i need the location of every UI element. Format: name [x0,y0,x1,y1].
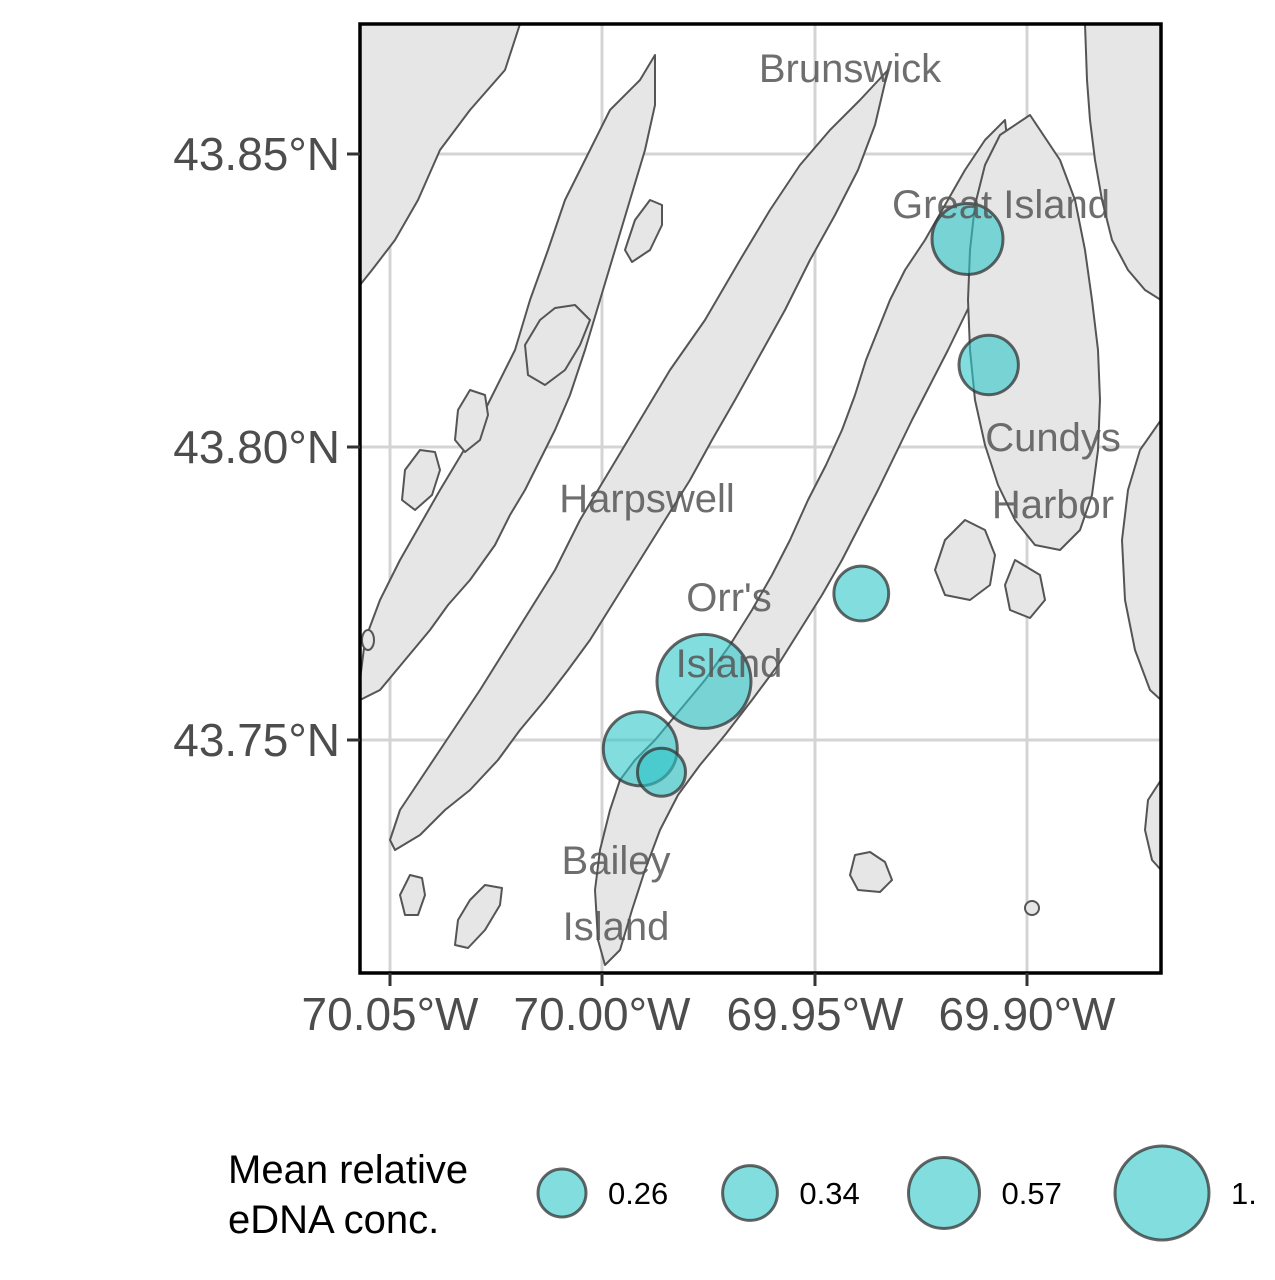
site-bubble [832,564,891,623]
y-tick-label: 43.80°N [173,421,340,473]
place-label-brunswick: Brunswick [759,47,942,91]
island-7 [624,199,663,263]
x-axis-labels: 70.05°W 70.00°W 69.95°W 69.90°W [302,988,1117,1040]
map-frame [358,22,1163,975]
island-5 [454,884,503,949]
legend-label: 0.26 [608,1176,668,1211]
island-6 [399,874,426,916]
y-tick-label: 43.85°N [173,128,340,180]
x-tick-label: 70.00°W [514,988,692,1040]
y-axis-labels: 43.85°N 43.80°N 43.75°N [173,128,340,766]
east-shore [1121,419,1161,701]
island-4 [849,851,893,893]
east-shore-south [1144,779,1161,871]
legend-label: 1. [1231,1176,1257,1211]
site-bubble [957,333,1020,397]
x-tick-label: 69.95°W [727,988,905,1040]
site-bubble [930,202,1005,276]
island-cundys-2 [1004,559,1046,619]
harpswell-neck [360,54,656,701]
x-tick-label: 69.90°W [939,988,1117,1040]
place-label-orrs-island: Orr's Island [676,576,783,686]
legend-items: 0.26 0.34 0.57 1. [536,1144,1257,1242]
place-label-harpswell: Harpswell [559,477,735,521]
legend-label: 0.34 [799,1176,859,1211]
island-8 [1024,900,1040,916]
y-tick-label: 43.75°N [173,714,340,766]
island-9 [361,629,375,651]
land-masses [360,24,1161,966]
mainland-west [360,24,521,286]
sampling-sites [601,202,1020,798]
place-label-great-island: Great Island [892,183,1110,227]
legend-bubble [907,1156,981,1230]
legend-title: Mean relative eDNA conc. [228,1148,468,1242]
island-3 [401,449,441,511]
axis-ticks [347,152,1029,986]
island-1 [524,304,591,386]
island-cundys-1 [934,519,996,601]
site-bubble [655,632,753,730]
island-2 [454,389,489,453]
place-labels: Brunswick Great Island Cundys Harbor Harp… [559,47,1121,949]
harpswell-mainland [389,69,889,851]
site-bubble [636,746,687,798]
x-tick-label: 70.05°W [302,988,480,1040]
place-label-bailey-island: Bailey Island [562,839,671,949]
legend-bubble [721,1164,779,1222]
legend-bubble [536,1167,588,1219]
legend-label: 0.57 [1001,1176,1061,1211]
east-islands [1084,24,1161,301]
legend-bubble [1113,1144,1211,1242]
size-legend: Mean relative eDNA conc. 0.26 0.34 0.57 1. [228,1144,1257,1242]
place-label-cundys-harbor: Cundys Harbor [985,416,1121,527]
map-panel: Brunswick Great Island Cundys Harbor Harp… [360,24,1161,973]
orrs-island [594,119,1011,966]
